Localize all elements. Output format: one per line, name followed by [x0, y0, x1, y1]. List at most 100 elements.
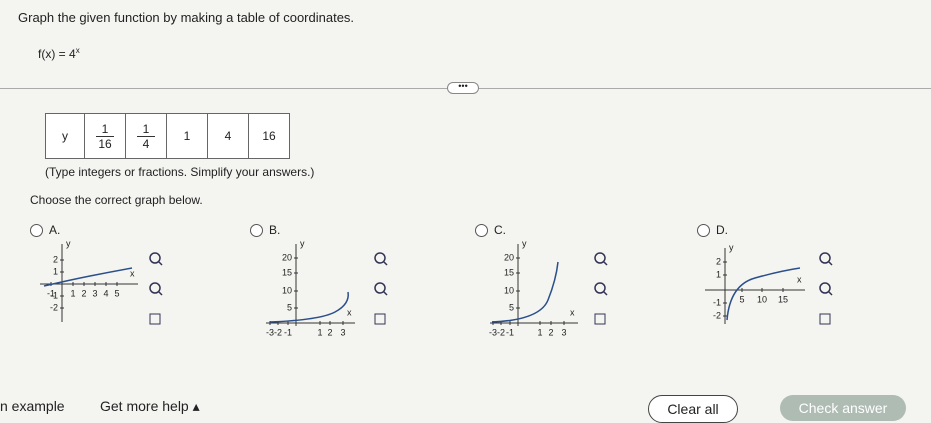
- zoom-icon[interactable]: [819, 282, 831, 294]
- check-button[interactable]: Check answer: [780, 395, 906, 421]
- table-cell: 1: [166, 113, 208, 159]
- radio[interactable]: [475, 224, 488, 238]
- zoom-handle: [158, 261, 163, 266]
- help-text: Get more help: [100, 398, 189, 414]
- zoom-icon[interactable]: [149, 252, 161, 264]
- x-tick-label: 1: [317, 327, 322, 337]
- y-tick-label: 20: [282, 252, 292, 262]
- numerator: 1: [96, 122, 114, 137]
- option-label: A.: [49, 223, 61, 237]
- y-tick-label: -2: [50, 302, 58, 312]
- table-cell: 1 16: [84, 113, 126, 159]
- y-tick-label: 15: [504, 267, 514, 277]
- y-tick-label: 20: [504, 252, 514, 262]
- cell-value: 1: [183, 129, 191, 143]
- x-tick-label: 3: [340, 327, 345, 337]
- x-axis-label: x: [130, 268, 135, 278]
- zoom-handle: [383, 261, 388, 266]
- table-cell: 16: [248, 113, 290, 159]
- zoom-icon[interactable]: [149, 282, 161, 294]
- option[interactable]: C.: [475, 223, 506, 238]
- x-tick-label: -1: [47, 288, 55, 298]
- y-tick-label: 1: [53, 266, 58, 276]
- option[interactable]: D.: [697, 223, 728, 238]
- y-tick-label: -2: [713, 310, 721, 320]
- x-tick-label: 5: [114, 288, 119, 298]
- option-label: D.: [716, 223, 728, 237]
- x-tick-label: -1: [284, 327, 292, 337]
- denominator: 16: [98, 136, 112, 151]
- y-tick-label: 1: [716, 269, 721, 279]
- function-exponent: x: [75, 46, 80, 55]
- zoom-handle: [603, 291, 608, 296]
- hint: (Type integers or fractions. Simplify yo…: [45, 165, 315, 179]
- y-tick-label: 5: [509, 302, 514, 312]
- prompt: Choose the correct graph below.: [30, 193, 203, 207]
- example-link[interactable]: n example: [0, 398, 65, 414]
- x-axis-label: x: [570, 307, 575, 317]
- curve: [491, 261, 559, 323]
- x-tick-label: 5: [739, 294, 744, 304]
- coordinate-table: y 1 16 1 4 1 4 16: [45, 113, 290, 159]
- popout-icon[interactable]: [594, 313, 606, 325]
- y-tick-label: 10: [504, 285, 514, 295]
- option[interactable]: A.: [30, 223, 61, 238]
- x-axis-label: x: [347, 307, 352, 317]
- clear-button[interactable]: Clear all: [648, 395, 738, 423]
- y-tick-label: 2: [53, 254, 58, 264]
- y-axis-label: y: [729, 242, 734, 252]
- x-tick-label: -3: [266, 327, 274, 337]
- x-tick-label: 1: [537, 327, 542, 337]
- zoom-handle: [383, 291, 388, 296]
- option[interactable]: B.: [250, 223, 281, 238]
- zoom-icon[interactable]: [819, 252, 831, 264]
- popout-icon[interactable]: [374, 313, 386, 325]
- x-tick-label: 1: [70, 288, 75, 298]
- y-tick-label: 10: [282, 285, 292, 295]
- popout-icon[interactable]: [149, 313, 161, 325]
- y-tick-label: 15: [282, 267, 292, 277]
- denominator: 4: [142, 136, 150, 151]
- option-label: B.: [269, 223, 281, 237]
- question: Graph the given function by making a tab…: [18, 10, 355, 25]
- expand-toggle[interactable]: •••: [447, 82, 479, 94]
- zoom-icon[interactable]: [374, 282, 386, 294]
- x-tick-label: -2: [497, 327, 505, 337]
- x-tick-label: 2: [327, 327, 332, 337]
- table-row: y 1 16 1 4 1 4 16: [45, 113, 290, 159]
- x-tick-label: -3: [489, 327, 497, 337]
- option-label: C.: [494, 223, 506, 237]
- zoom-handle: [828, 261, 833, 266]
- cell-value: 16: [262, 129, 276, 143]
- x-tick-label: 3: [92, 288, 97, 298]
- x-tick-label: 2: [548, 327, 553, 337]
- zoom-icon[interactable]: [594, 282, 606, 294]
- zoom-handle: [828, 291, 833, 296]
- x-tick-label: 4: [103, 288, 108, 298]
- y-axis-label: y: [66, 238, 71, 248]
- zoom-handle: [158, 291, 163, 296]
- fraction: 1 16: [86, 122, 124, 151]
- row-label: y: [45, 113, 85, 159]
- x-tick-label: 10: [757, 294, 767, 304]
- y-axis-label: y: [522, 238, 527, 248]
- radio[interactable]: [30, 224, 43, 238]
- help-link[interactable]: Get more help ▴: [100, 398, 200, 414]
- zoom-handle: [603, 261, 608, 266]
- radio[interactable]: [697, 224, 710, 238]
- zoom-icon[interactable]: [374, 252, 386, 264]
- y-tick-label: -1: [713, 297, 721, 307]
- curve: [269, 291, 349, 323]
- zoom-icon[interactable]: [594, 252, 606, 264]
- x-tick-label: -1: [506, 327, 514, 337]
- x-tick-label: 3: [561, 327, 566, 337]
- radio[interactable]: [250, 224, 263, 238]
- popout-icon[interactable]: [819, 313, 831, 325]
- y-axis-label: y: [300, 238, 305, 248]
- table-cell: 4: [207, 113, 249, 159]
- x-axis-label: x: [797, 274, 802, 284]
